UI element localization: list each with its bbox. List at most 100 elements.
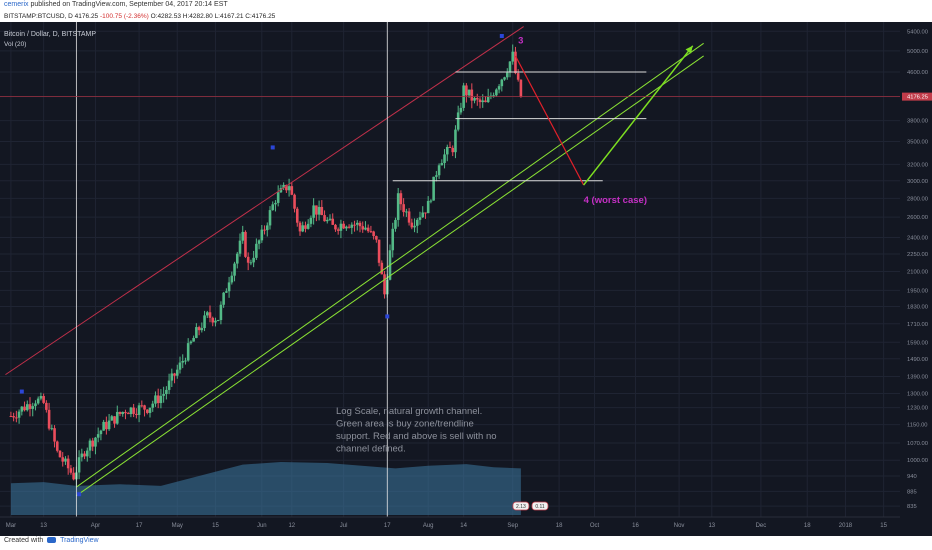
candle [274,202,277,205]
time-tick-label: 13 [40,523,47,529]
candle [53,428,56,442]
candle [497,86,501,90]
price-tick-label: 4600.00 [907,70,928,76]
candle [135,413,138,415]
candle [9,415,13,417]
candle [320,206,324,216]
candle [69,468,73,473]
candle [227,282,231,292]
candle [495,89,498,96]
footer: Created with TradingView [4,537,99,544]
candle [107,420,111,430]
candle [304,225,307,229]
candle [85,450,89,457]
candle [124,411,127,414]
price-tick-label: 3200.00 [907,162,928,168]
price-tick-label: 5400.00 [907,29,928,35]
time-tick-label: Nov [674,523,685,529]
candle [197,327,201,331]
candle [265,225,269,231]
candle [429,200,433,202]
candle [94,437,97,447]
candle [173,373,176,376]
candle [249,262,253,264]
candle [132,407,135,414]
wave-marker [77,492,82,497]
event-badge-label: 0.11 [535,504,545,510]
candle [437,165,441,176]
price-chart[interactable]: Bitcoin / Dollar, D, BITSTAMP Vol (20) 3 4 … [0,22,932,536]
candle [72,472,75,480]
high-value: H:4282.80 [182,13,213,20]
candle [170,373,174,381]
candle [451,147,455,153]
candle [421,212,425,218]
candle [200,328,204,331]
candle [358,222,362,227]
last-price-tag-label: 4176.25 [907,95,928,101]
channel-lower-line [76,55,704,497]
candle [500,79,504,87]
price-tick-label: 1230.00 [907,406,928,412]
candle [151,403,155,408]
candle [181,360,185,363]
price-tick-label: 3000.00 [907,179,928,185]
change-value: -100.75 (-2.36%) [99,13,149,20]
event-badge-label: 2.13 [516,504,526,510]
candle [440,163,444,166]
candle [20,406,24,412]
candle [31,406,35,409]
wave-marker [19,389,24,394]
candle [481,100,485,103]
candle [255,243,258,258]
author-link[interactable]: cemerix [4,1,29,8]
candle [331,218,335,225]
candle [167,380,171,390]
price-tick-label: 940 [907,474,917,480]
candle [298,222,302,232]
price-tick-label: 2100.00 [907,270,928,276]
candle [413,225,416,228]
candle [113,416,116,424]
candle [238,240,242,254]
candle [271,204,275,211]
candle [230,275,234,283]
wave-label: 4 (worst case) [584,195,647,206]
candle [23,406,26,411]
candle [473,98,476,101]
candle [25,404,29,411]
wave-marker [499,34,504,39]
volume-area [10,462,521,515]
candle [394,219,397,229]
wave-label: 3 [518,35,523,46]
candle [407,211,411,223]
tradingview-brand-link[interactable]: TradingView [60,537,99,544]
candle [214,320,217,323]
candle [36,398,40,404]
price-tick-label: 1590.00 [907,340,928,346]
candle [328,218,332,220]
price-tick-label: 5000.00 [907,49,928,55]
price-tick-label: 835 [907,504,917,510]
candle [222,292,225,305]
event-badge [531,501,549,511]
projection-green-arrow [583,45,694,186]
time-tick-label: Jul [340,523,348,529]
candle [268,210,272,226]
candle [301,225,305,232]
candle [325,219,329,222]
candle [342,223,345,229]
candle [285,184,288,191]
publish-info: published on TradingView.com, September … [30,1,228,8]
candle [366,227,370,232]
candle [369,231,373,233]
candle [486,96,490,103]
price-tick-label: 2600.00 [907,215,928,221]
annotation-line: support. Red and above is sell with no [336,431,497,442]
tradingview-logo-icon [47,537,57,544]
last-price-tag [902,92,932,101]
channel-lower-line [76,42,704,488]
candle [505,72,509,78]
candle [156,395,160,404]
time-tick-label: 15 [212,523,219,529]
